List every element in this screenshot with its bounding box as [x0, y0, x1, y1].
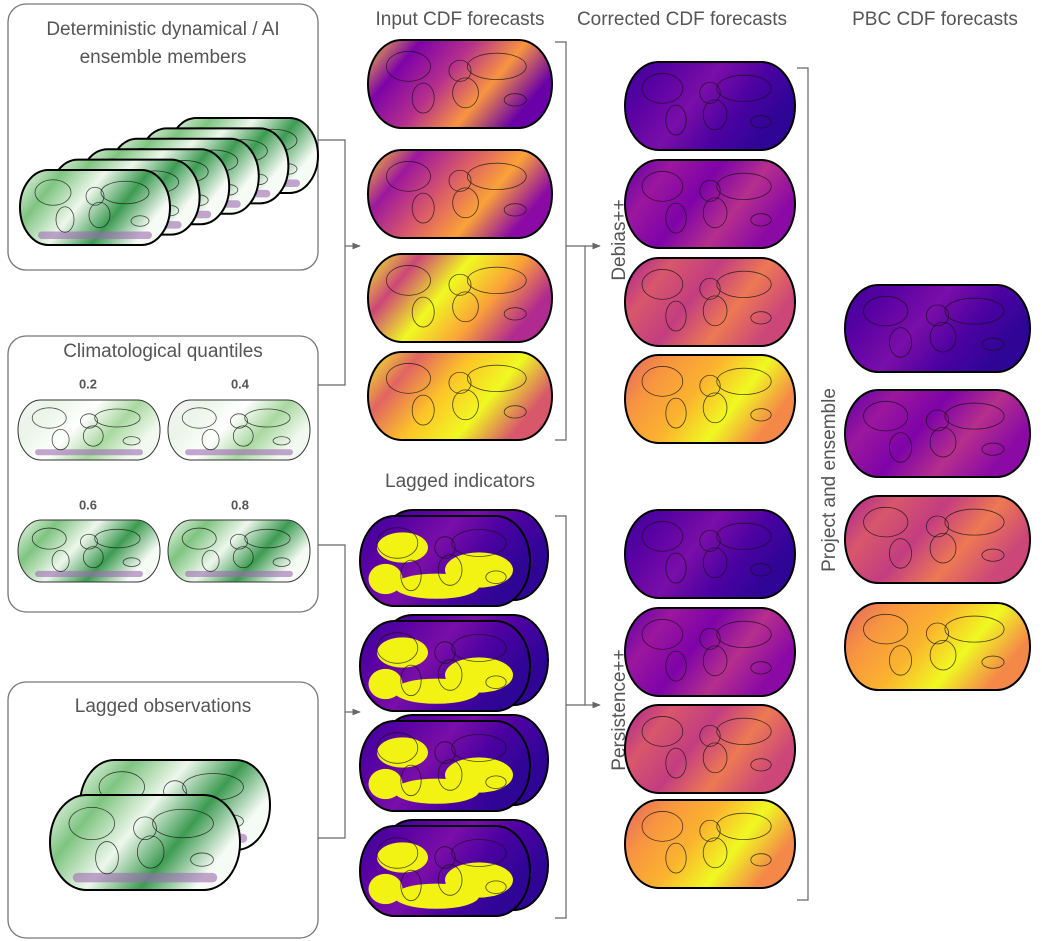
quantile-label: 0.6 — [79, 497, 97, 512]
panel-title: Lagged observations — [75, 696, 251, 717]
map — [359, 620, 531, 712]
panel-title: ensemble members — [80, 47, 247, 68]
column-title: Corrected CDF forecasts — [577, 9, 787, 30]
map — [359, 515, 531, 607]
map — [624, 704, 796, 794]
panel-observations — [7, 681, 319, 939]
method-label: Debias++ — [609, 199, 630, 280]
bracket — [555, 41, 567, 441]
bracket — [797, 67, 809, 901]
map — [367, 149, 553, 239]
map — [844, 389, 1031, 478]
column-title: PBC CDF forecasts — [852, 9, 1018, 30]
connector — [318, 544, 346, 839]
quantile-label: 0.4 — [231, 376, 250, 391]
panel-climatology — [7, 335, 319, 613]
map — [359, 825, 531, 917]
quantile-label: 0.8 — [231, 497, 249, 512]
map — [844, 284, 1031, 373]
map — [624, 257, 796, 347]
map — [19, 169, 171, 246]
map — [17, 399, 161, 461]
map — [624, 799, 796, 889]
bracket — [555, 515, 567, 919]
map — [624, 159, 796, 249]
map — [844, 495, 1031, 584]
method-label: Project and ensemble — [819, 388, 840, 572]
connector — [566, 245, 586, 706]
map — [367, 39, 553, 129]
column-title: Lagged indicators — [385, 471, 535, 492]
column-title: Input CDF forecasts — [376, 9, 545, 30]
map — [17, 519, 161, 583]
map — [167, 519, 311, 583]
map — [624, 61, 796, 151]
map — [844, 602, 1031, 691]
map — [49, 794, 241, 891]
panel-ensemble — [7, 3, 319, 271]
panel-title: Climatological quantiles — [63, 341, 263, 362]
map — [367, 253, 553, 343]
map — [624, 607, 796, 697]
panel-title: Deterministic dynamical / AI — [46, 19, 279, 40]
quantile-label: 0.2 — [79, 376, 97, 391]
connector — [318, 139, 346, 386]
map — [167, 399, 311, 461]
map — [624, 354, 796, 444]
map — [624, 509, 796, 599]
map — [367, 351, 553, 441]
map — [359, 720, 531, 812]
